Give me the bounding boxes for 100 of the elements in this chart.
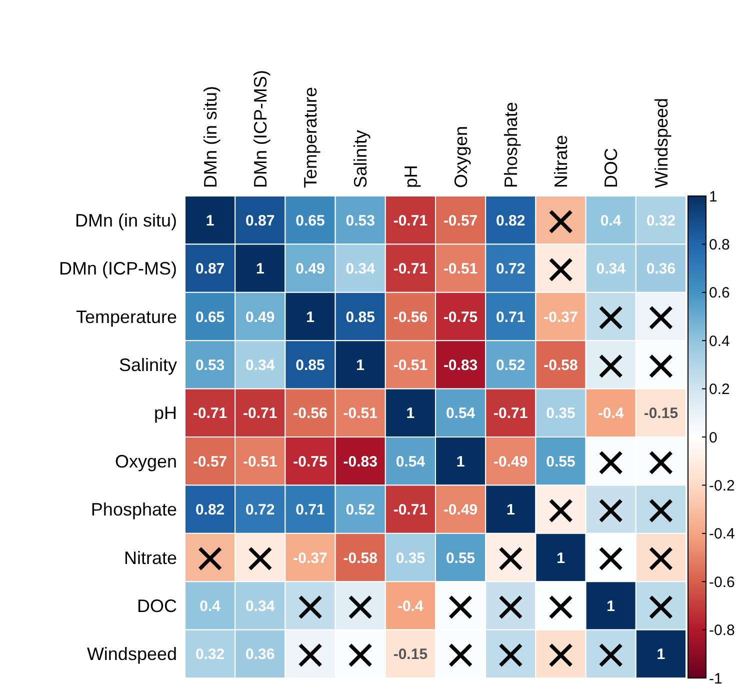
color-bar-label: -0.2 — [709, 477, 735, 494]
data-label: 0.36 — [246, 646, 275, 664]
data-label: 0.87 — [195, 260, 225, 278]
y-tick-label: Nitrate — [124, 548, 177, 568]
data-label: 0.52 — [496, 356, 526, 374]
data-label: -0.58 — [343, 550, 378, 567]
color-bar-label: -0.6 — [709, 574, 735, 591]
data-label: -0.71 — [393, 502, 428, 519]
color-bar-label: 0 — [709, 429, 718, 446]
data-label: -0.57 — [443, 212, 478, 230]
y-tick-label: DMn (in situ) — [74, 210, 177, 230]
data-label: 0.65 — [195, 308, 225, 326]
data-label: 0.87 — [246, 212, 275, 230]
y-tick-label: Windspeed — [86, 644, 177, 664]
data-label: 0.54 — [396, 453, 426, 470]
y-tick-label: Oxygen — [114, 451, 177, 472]
data-label: 0.4 — [200, 598, 222, 615]
color-bar-label: 0.4 — [709, 332, 730, 350]
data-label: -0.83 — [443, 356, 478, 374]
data-label: 1 — [256, 260, 264, 278]
data-label: 0.34 — [246, 356, 276, 374]
x-tick-label: Nitrate — [551, 134, 572, 188]
data-label: 0.72 — [496, 260, 526, 278]
data-label: 0.4 — [600, 212, 622, 230]
x-tick-label: Salinity — [350, 130, 371, 188]
color-bar-label: 0.2 — [709, 381, 730, 398]
data-label: 0.49 — [296, 260, 325, 278]
data-label: 1 — [306, 308, 314, 326]
x-tick-label: pH — [400, 164, 421, 188]
data-label: -0.49 — [494, 453, 528, 470]
data-label: 1 — [656, 646, 666, 664]
data-label: 0.54 — [446, 405, 476, 422]
data-label: 0.55 — [446, 550, 476, 567]
data-label: 0.72 — [246, 502, 275, 519]
data-label: -0.51 — [393, 356, 428, 374]
data-label: 1 — [406, 405, 415, 422]
x-tick-label: Temperature — [300, 86, 321, 188]
data-label: × — [244, 530, 276, 588]
data-label: 0.35 — [396, 550, 426, 567]
data-label: -0.71 — [393, 212, 428, 230]
x-tick-label: Oxygen — [450, 126, 471, 188]
data-label: × — [596, 626, 626, 685]
data-label: -0.75 — [293, 453, 328, 470]
data-label: 1 — [556, 550, 565, 567]
data-label: -0.71 — [494, 405, 528, 422]
data-label: -0.83 — [343, 453, 378, 470]
data-label: 0.34 — [246, 598, 276, 615]
data-label: 1 — [356, 356, 365, 374]
data-label: -0.51 — [443, 260, 478, 278]
data-label: -0.58 — [544, 356, 578, 374]
y-tick-label: DOC — [137, 596, 177, 616]
data-label: 0.71 — [496, 308, 526, 326]
data-label: -0.57 — [192, 453, 228, 470]
x-tick-label: DMn (ICP-MS) — [250, 70, 270, 188]
data-label: -0.51 — [343, 405, 378, 422]
x-tick-label: DOC — [601, 148, 622, 188]
color-bar-label: 1 — [709, 188, 718, 206]
data-label: 0.49 — [246, 308, 275, 326]
data-label: -0.37 — [544, 308, 578, 326]
color-bar-label: 0.6 — [709, 284, 730, 302]
data-label: -0.49 — [443, 502, 478, 519]
data-label: 0.82 — [496, 212, 526, 230]
x-tick-label: Phosphate — [500, 102, 521, 188]
color-bar-label: -0.4 — [709, 526, 735, 543]
data-label: 1 — [206, 212, 214, 230]
data-label: -0.15 — [644, 405, 678, 422]
data-label: -0.71 — [243, 405, 278, 422]
x-tick-label: Windspeed — [651, 98, 672, 188]
data-label: 0.53 — [195, 356, 225, 374]
data-label: -0.75 — [443, 308, 478, 326]
data-label: -0.4 — [398, 598, 424, 615]
data-label: 0.34 — [346, 260, 376, 278]
data-label: 0.32 — [646, 212, 676, 230]
data-label: 0.55 — [546, 453, 576, 470]
data-label: -0.4 — [598, 405, 624, 422]
data-label: -0.71 — [393, 260, 428, 278]
data-label: × — [194, 530, 226, 588]
data-label: 0.85 — [346, 308, 375, 326]
data-label: 0.36 — [646, 260, 676, 278]
data-label: -0.56 — [393, 308, 428, 326]
y-tick-label: DMn (ICP-MS) — [59, 258, 177, 279]
data-label: 0.34 — [596, 260, 626, 278]
data-label: -0.51 — [243, 453, 278, 470]
y-tick-label: pH — [154, 403, 177, 424]
data-label: × — [546, 482, 576, 540]
data-label: -0.15 — [393, 646, 428, 664]
data-label: 0.85 — [296, 356, 325, 374]
data-label: 1 — [606, 598, 616, 615]
data-label: -0.56 — [293, 405, 328, 422]
color-bar-label: 0.8 — [709, 236, 730, 254]
data-label: 0.52 — [346, 502, 375, 519]
data-label: 0.82 — [195, 502, 225, 519]
y-tick-label: Salinity — [118, 355, 177, 375]
data-label: 1 — [506, 502, 515, 519]
data-label: 0.71 — [296, 502, 325, 519]
data-label: 0.53 — [346, 212, 375, 230]
data-label: 0.65 — [296, 212, 325, 230]
color-bar-label: -0.8 — [709, 622, 735, 640]
color-bar-label: -1 — [709, 670, 722, 688]
data-label: 0.32 — [195, 646, 225, 664]
